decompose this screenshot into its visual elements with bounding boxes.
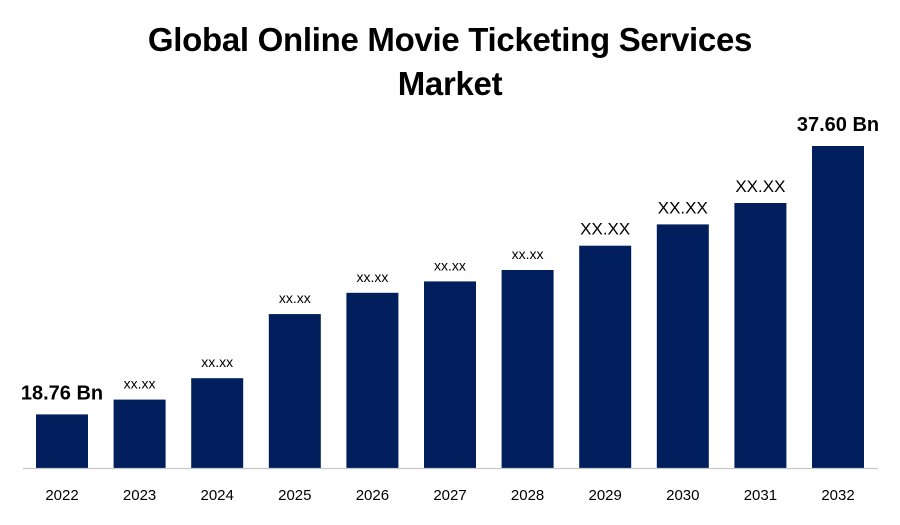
bar-2024 (191, 378, 244, 468)
bar-2026 (346, 292, 399, 468)
data-label-2023: xx.xx (124, 376, 156, 392)
x-tick-label-2023: 2023 (123, 487, 156, 504)
bar-2031 (734, 203, 787, 468)
x-tick-label-2030: 2030 (666, 487, 699, 504)
x-tick-label-2031: 2031 (744, 487, 777, 504)
chart-title-line-1: Global Online Movie Ticketing Services (147, 21, 753, 58)
data-label-2029: XX.XX (580, 220, 630, 239)
x-tick-label-2024: 2024 (201, 487, 234, 504)
data-label-2031: XX.XX (735, 177, 785, 196)
bar-2029 (579, 245, 632, 468)
bar-2022 (36, 414, 88, 468)
data-label-2030: XX.XX (658, 198, 708, 217)
chart-title-line-2: Market (397, 65, 503, 102)
data-label-2028: xx.xx (512, 246, 544, 262)
bar-2030 (656, 224, 709, 468)
data-label-2027: xx.xx (434, 257, 466, 273)
data-label-2024: xx.xx (201, 354, 233, 370)
bar-2023 (113, 399, 166, 468)
x-tick-label-2032: 2032 (821, 487, 854, 504)
bar-2028 (501, 270, 554, 468)
data-label-2022: 18.76 Bn (21, 382, 103, 404)
x-tick-label-2028: 2028 (511, 487, 544, 504)
data-label-2026: xx.xx (356, 269, 388, 285)
chart-title: Global Online Movie Ticketing Services M… (0, 18, 900, 106)
x-tick-label-2022: 2022 (45, 487, 78, 504)
x-tick-label-2026: 2026 (356, 487, 389, 504)
data-label-2025: xx.xx (279, 290, 311, 306)
data-label-2032: 37.60 Bn (797, 114, 879, 136)
x-tick-label-2027: 2027 (433, 487, 466, 504)
x-tick-label-2025: 2025 (278, 487, 311, 504)
bar-2025 (268, 314, 321, 468)
x-tick-label-2029: 2029 (589, 487, 622, 504)
bar-2032 (812, 146, 864, 468)
bar-2027 (424, 281, 476, 468)
